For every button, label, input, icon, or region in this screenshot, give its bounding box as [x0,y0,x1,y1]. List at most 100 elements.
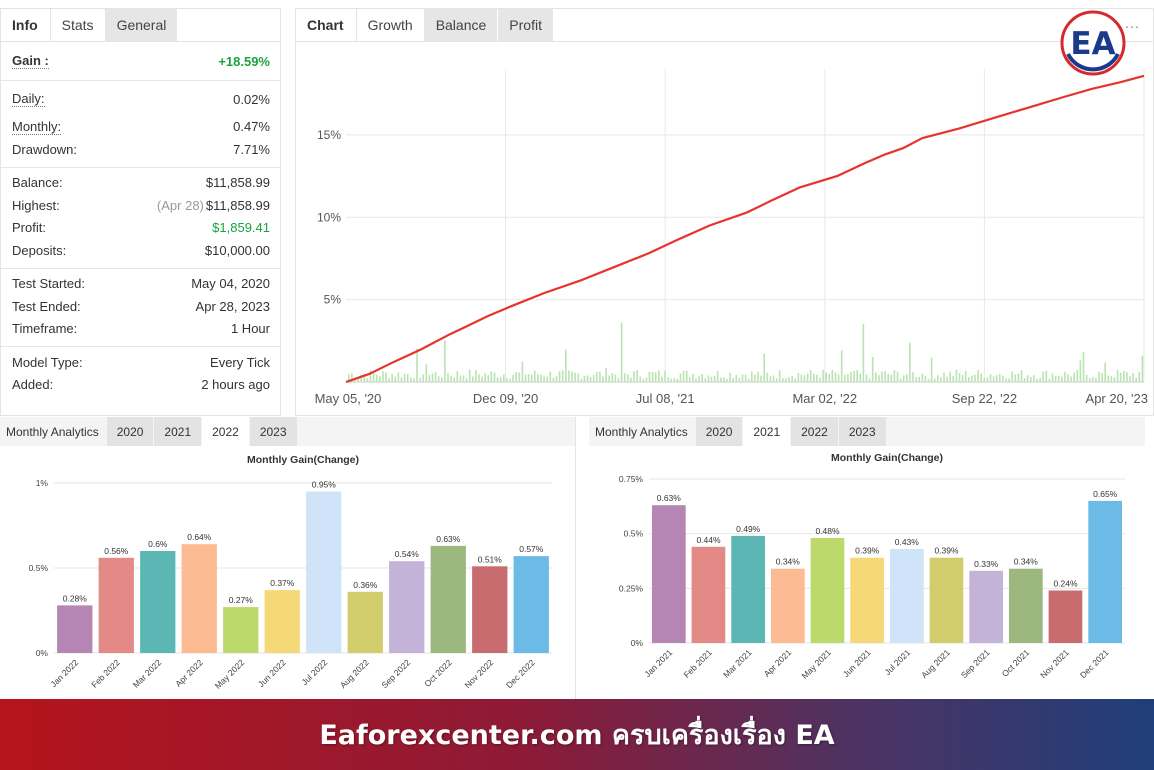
volume-bar [468,369,471,382]
volume-bar [602,376,604,382]
volume-bar [540,374,542,382]
volume-bar [933,378,936,382]
volume-bar [351,373,353,382]
year-tab-2021[interactable]: 2021 [154,417,202,446]
tab-profit[interactable]: Profit [498,9,554,41]
volume-bar [800,374,803,382]
data-label: 0.36% [353,580,378,590]
category-label: Dec 2022 [504,657,537,690]
volume-bar [1020,370,1023,382]
added-value: 2 hours ago [201,377,270,393]
volume-bar [1002,375,1004,382]
volume-bar [1098,371,1100,382]
volume-bar [658,370,660,382]
volume-bar [555,376,558,382]
volume-bar [689,377,691,382]
profit-label: Profit: [12,220,46,236]
volume-bar [627,374,629,382]
y-tick-label: 0.25% [619,583,644,593]
volume-bar [1085,374,1088,382]
volume-bar [447,373,449,382]
volume-bar [1045,370,1048,382]
year-tab-2020[interactable]: 2020 [106,417,154,446]
more-options-icon[interactable]: … [1124,15,1141,32]
volume-bar [654,372,657,382]
volume-bar [918,377,920,382]
added-label: Added: [12,377,54,393]
category-label: Jul 2022 [299,657,329,687]
volume-bar [1113,377,1116,382]
volume-bar [1061,376,1063,382]
category-label: Jun 2022 [256,657,288,689]
year-tab-2023[interactable]: 2023 [838,417,886,446]
volume-bar [952,375,955,382]
volume-bar [763,353,765,382]
daily-label[interactable]: Daily: [12,91,45,108]
volume-bar [515,372,517,382]
year-tab-2023[interactable]: 2023 [249,417,297,446]
timeframe-label: Timeframe: [12,321,78,337]
year-tab-2022[interactable]: 2022 [791,417,838,446]
volume-bar [927,378,930,382]
tab-balance[interactable]: Balance [424,9,499,41]
test-ended-row: Test Ended: Apr 28, 2023 [12,295,270,318]
category-label: Nov 2022 [462,657,495,690]
model-type-value: Every Tick [210,354,270,370]
monthly-analytics-2022: Monthly Analytics 2020 2021 2022 2023 Mo… [0,417,576,700]
y-tick-label: 15% [317,128,341,142]
volume-bar [571,371,573,382]
bar [1048,590,1083,643]
volume-bar [670,378,672,382]
volume-bar [837,374,840,382]
y-tick-label: 0% [36,648,49,658]
volume-bar [406,374,409,382]
volume-bar [1017,373,1020,382]
bar [389,561,425,653]
volume-bar [1011,371,1013,382]
chart-title: Monthly Gain(Change) [831,452,943,464]
volume-bar [605,367,607,382]
volume-bar [1042,371,1044,382]
bar [929,557,964,643]
highest-label: Highest: [12,197,60,213]
volume-bar [937,375,939,382]
volume-bar [558,371,561,382]
year-tab-2022[interactable]: 2022 [202,417,249,446]
volume-bar [357,376,359,382]
volume-bar [1126,371,1128,382]
tab-chart[interactable]: Chart [296,9,356,41]
volume-bar [456,371,459,382]
tab-general[interactable]: General [105,9,179,41]
chart-title: Monthly Gain(Change) [247,454,359,466]
deposits-row: Deposits: $10,000.00 [12,239,270,262]
volume-bar [785,378,787,382]
volume-bar [348,374,350,382]
volume-bar [382,371,384,382]
monthly-label[interactable]: Monthly: [12,118,62,135]
added-row: Added: 2 hours ago [12,374,270,397]
volume-bar [416,348,418,382]
volume-bar [453,377,455,382]
tab-stats[interactable]: Stats [49,9,106,41]
bar [306,491,342,653]
volume-bar [1014,374,1017,382]
data-label: 0.48% [815,526,840,536]
gain-label[interactable]: Gain : [12,53,49,69]
tab-info[interactable]: Info [1,9,50,41]
volume-bar [363,373,366,382]
volume-bar [1123,371,1125,382]
volume-bar [642,378,645,382]
volume-bar [1039,377,1041,382]
volume-bar [1070,376,1072,382]
bar [731,535,765,643]
tab-growth[interactable]: Growth [355,9,425,41]
category-label: Jan 2021 [642,647,674,679]
volume-bar [394,376,397,382]
year-tab-2021[interactable]: 2021 [743,417,791,446]
volume-bar [428,374,431,382]
volume-bar [1026,375,1029,382]
volume-bar [599,371,601,382]
year-tab-2020[interactable]: 2020 [695,417,743,446]
volume-bar [856,369,858,382]
data-label: 0.63% [436,534,461,544]
